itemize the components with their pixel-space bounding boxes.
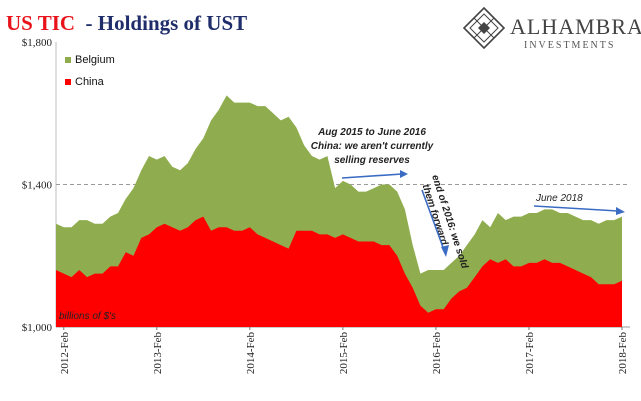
x-tick-label: 2012-Feb [59,332,71,375]
annotation-3-arrow [533,205,619,212]
y-tick-label: $1,800 [22,37,53,49]
annotation-3-arrowhead [616,207,625,215]
annotation-1-line-2: China: we aren't currently [311,141,434,152]
y-tick-labels: $1,000 $1,400 $1,800 [22,37,53,334]
annotation-1-arrowhead [400,170,408,178]
x-tick-label: 2016-Feb [431,332,443,375]
annotation-end2016: end of 2016: we sold them forward [420,174,471,271]
chart-title: US TIC - Holdings of UST [6,11,247,35]
logo-diamond-icon [462,6,506,50]
annotation-1-line-3: selling reserves [334,155,410,166]
alhambra-logo: ALHAMBRA INVESTMENTS [462,6,641,51]
legend-label-belgium: Belgium [75,54,115,66]
legend-swatch-belgium [65,57,71,63]
annotation-1-line-1: Aug 2015 to June 2016 [317,127,426,138]
x-tick-label: 2014-Feb [245,332,257,375]
unit-note: billions of $'s [59,311,116,322]
series-area-china [56,216,622,327]
logo-name: ALHAMBRA [510,14,641,39]
y-tick-label: $1,000 [22,322,53,334]
annotation-aug2015: Aug 2015 to June 2016 China: we aren't c… [311,127,434,179]
legend: Belgium China [65,54,115,88]
x-tick-label: 2013-Feb [152,332,164,375]
annotation-2-arrowhead [441,245,449,257]
annotation-2-arrow [421,189,445,251]
title-part-2: - Holdings of UST [86,11,248,35]
annotation-3-label: June 2018 [535,193,583,204]
annotation-1-arrow [341,173,403,179]
x-tick-label: 2017-Feb [524,332,536,375]
x-tick-labels: 2012-Feb 2013-Feb 2014-Feb 2015-Feb 2016-Feb… [59,327,629,374]
legend-swatch-china [65,79,71,85]
annotation-june2018: June 2018 [533,193,625,215]
logo-sub: INVESTMENTS [524,40,615,51]
y-tick-label: $1,400 [22,180,53,192]
x-tick-label: 2015-Feb [338,332,350,375]
legend-label-china: China [75,76,105,88]
x-tick-label: 2018-Feb [617,332,629,375]
title-part-1: US TIC [6,11,75,35]
